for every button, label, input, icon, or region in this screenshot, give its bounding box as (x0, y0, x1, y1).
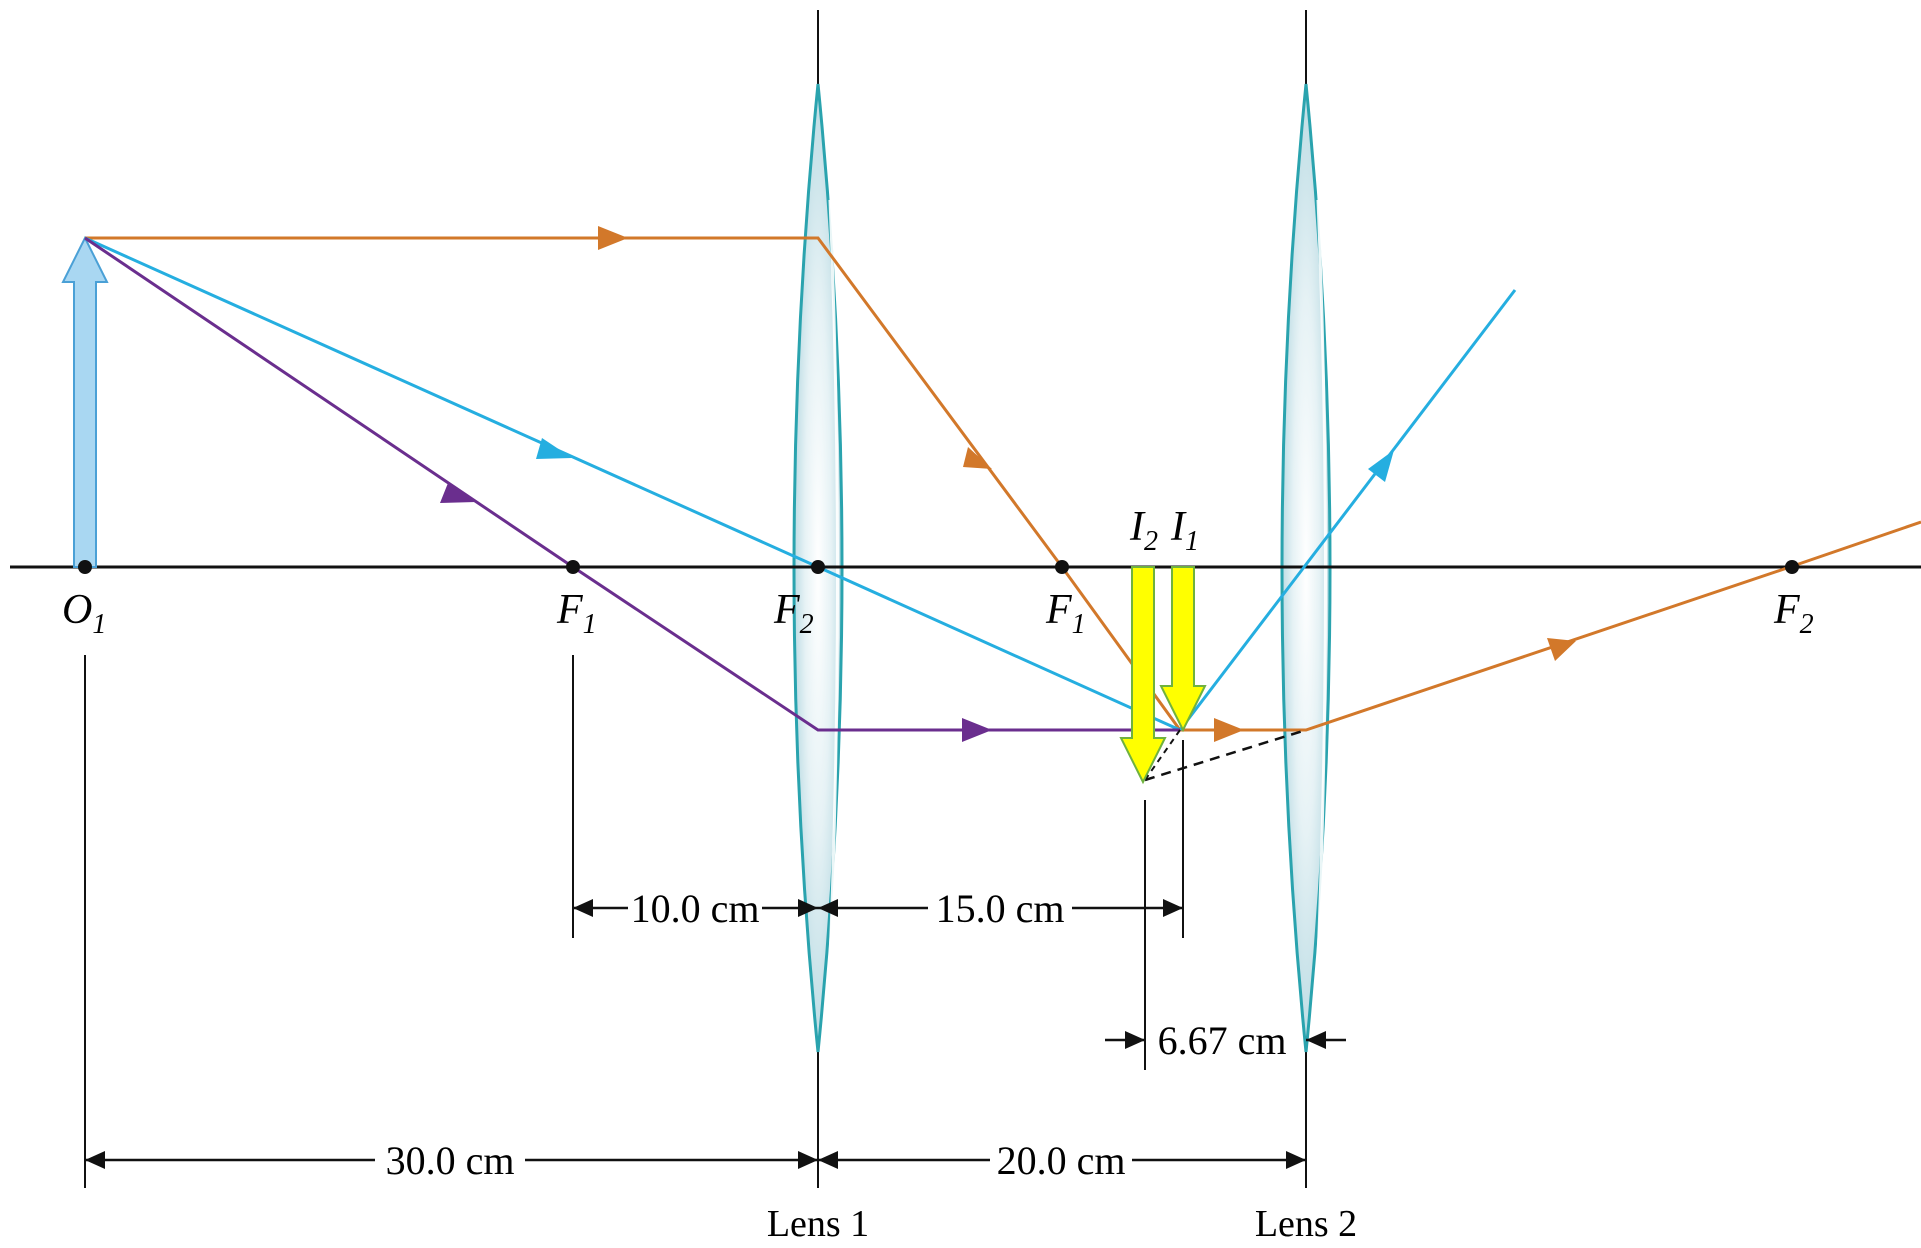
image-i2-arrow (1119, 566, 1167, 785)
ray-purple (84, 236, 1180, 732)
ray-orange (85, 236, 1921, 732)
ray-arrowhead (1547, 638, 1576, 661)
focal-point-f2-right (1785, 560, 1799, 574)
object-arrow (61, 235, 109, 568)
ray-arrowhead (963, 447, 992, 469)
ray-arrowhead (440, 483, 476, 503)
label-f2-right: F2 (1773, 587, 1814, 640)
dimension-label-20cm: 20.0 cm (997, 1138, 1126, 1183)
ray-arrowhead (536, 438, 572, 459)
object-point (78, 560, 92, 574)
ray-arrowhead (1214, 718, 1244, 742)
focal-point-f1-left (566, 560, 580, 574)
label-f1-right: F1 (1045, 587, 1086, 640)
focal-point-f2-left (811, 560, 825, 574)
lens1-label: Lens 1 (767, 1203, 869, 1245)
label-i2: I2 (1129, 504, 1158, 557)
dimension-label-30cm: 30.0 cm (386, 1138, 515, 1183)
virtual-ray-dashed (1144, 728, 1307, 782)
ray-arrowhead (598, 226, 628, 250)
lens2-label: Lens 2 (1255, 1203, 1357, 1245)
focal-point-f1-right (1055, 560, 1069, 574)
dimension-label-15cm: 15.0 cm (936, 886, 1065, 931)
dimension-15cm (818, 899, 1183, 917)
dimension-30cm (85, 1151, 818, 1169)
label-o1: O1 (62, 587, 106, 640)
ray-arrowhead (1368, 450, 1394, 482)
dimension-extension-lines (84, 655, 1184, 1188)
label-f2-left: F2 (773, 587, 814, 640)
ray-arrowhead (962, 718, 992, 742)
image-i1-arrow (1159, 566, 1207, 733)
dimension-10cm (573, 899, 818, 917)
dimension-20cm (818, 1151, 1306, 1169)
dimension-label-6-67cm: 6.67 cm (1158, 1018, 1287, 1063)
label-i1: I1 (1170, 504, 1199, 557)
dimension-label-10cm: 10.0 cm (631, 886, 760, 931)
dimension-6-67cm (1105, 1031, 1346, 1049)
label-f1-left: F1 (556, 587, 597, 640)
